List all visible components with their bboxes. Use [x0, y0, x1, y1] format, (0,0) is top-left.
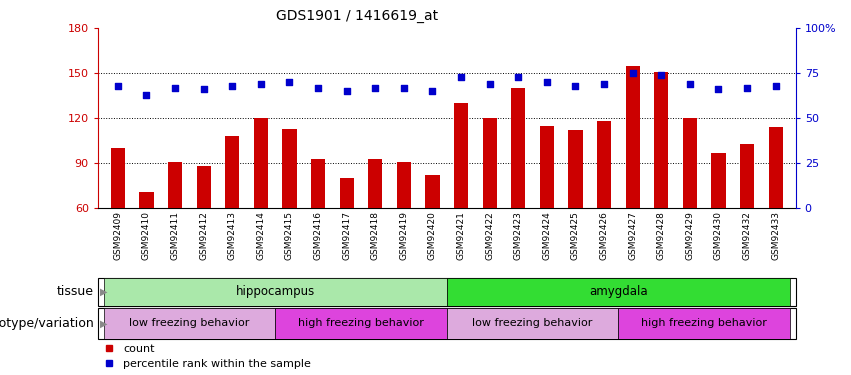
- Point: [711, 86, 725, 92]
- Point: [568, 83, 582, 89]
- Bar: [768, 127, 783, 208]
- Bar: [340, 178, 354, 208]
- Bar: [311, 159, 325, 208]
- Text: hippocampus: hippocampus: [236, 285, 315, 298]
- Bar: [104, 308, 275, 339]
- Text: ▶: ▶: [100, 318, 107, 328]
- Point: [654, 72, 668, 78]
- Point: [254, 81, 268, 87]
- Point: [768, 83, 782, 89]
- Bar: [597, 121, 611, 208]
- Bar: [619, 308, 790, 339]
- Bar: [511, 88, 525, 208]
- Point: [397, 84, 411, 90]
- Point: [740, 84, 754, 90]
- Point: [426, 88, 439, 94]
- Text: amygdala: amygdala: [589, 285, 648, 298]
- Bar: [275, 308, 447, 339]
- Text: low freezing behavior: low freezing behavior: [472, 318, 593, 328]
- Point: [197, 86, 210, 92]
- Bar: [483, 118, 497, 208]
- Bar: [447, 278, 790, 306]
- Bar: [654, 72, 668, 208]
- Bar: [711, 153, 726, 208]
- Point: [226, 83, 239, 89]
- Bar: [104, 278, 447, 306]
- Point: [283, 79, 296, 85]
- Bar: [254, 118, 268, 208]
- Text: tissue: tissue: [57, 285, 94, 298]
- Bar: [226, 136, 239, 208]
- Point: [340, 88, 353, 94]
- Bar: [168, 162, 182, 208]
- Point: [140, 92, 153, 98]
- Point: [368, 84, 382, 90]
- Bar: [625, 66, 640, 208]
- Point: [168, 84, 182, 90]
- Text: high freezing behavior: high freezing behavior: [642, 318, 767, 328]
- Bar: [283, 129, 297, 208]
- Point: [625, 70, 639, 76]
- Point: [311, 84, 325, 90]
- Bar: [111, 148, 125, 208]
- Bar: [426, 175, 440, 208]
- Point: [540, 79, 554, 85]
- Bar: [397, 162, 411, 208]
- Bar: [540, 126, 554, 208]
- Legend: count, percentile rank within the sample: count, percentile rank within the sample: [104, 344, 311, 369]
- Bar: [740, 144, 754, 208]
- Point: [597, 81, 611, 87]
- Point: [683, 81, 697, 87]
- Text: low freezing behavior: low freezing behavior: [129, 318, 249, 328]
- Text: ▶: ▶: [100, 286, 107, 297]
- Bar: [683, 118, 697, 208]
- Text: genotype/variation: genotype/variation: [0, 317, 94, 330]
- Bar: [568, 130, 583, 208]
- Text: high freezing behavior: high freezing behavior: [298, 318, 424, 328]
- Text: GDS1901 / 1416619_at: GDS1901 / 1416619_at: [277, 9, 438, 23]
- Bar: [197, 166, 211, 208]
- Point: [454, 74, 468, 80]
- Point: [111, 83, 125, 89]
- Bar: [140, 192, 154, 208]
- Point: [511, 74, 525, 80]
- Point: [483, 81, 496, 87]
- Bar: [454, 103, 468, 208]
- Bar: [447, 308, 619, 339]
- Bar: [368, 159, 382, 208]
